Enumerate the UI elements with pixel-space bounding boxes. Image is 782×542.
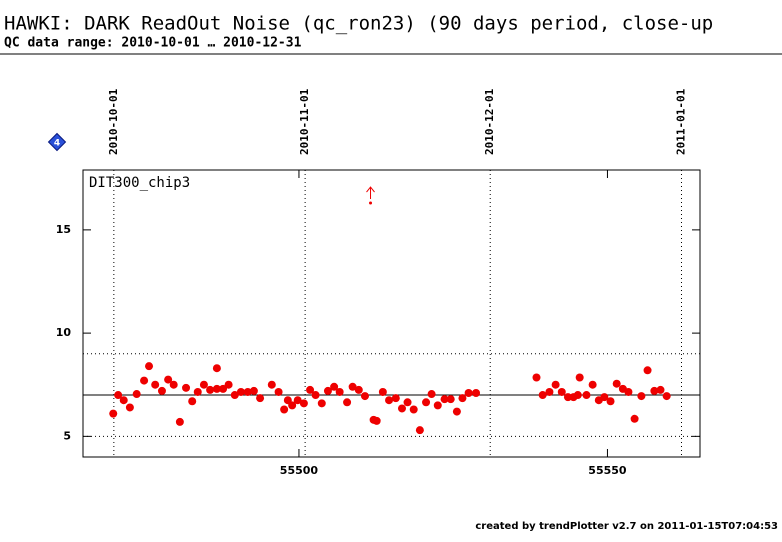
footer: created by trendPlotter v2.7 on 2011-01-… <box>475 521 778 532</box>
point <box>369 201 373 205</box>
point <box>267 380 276 389</box>
point <box>575 373 584 382</box>
point <box>256 394 265 403</box>
point <box>415 426 424 435</box>
point <box>360 392 369 401</box>
point <box>372 416 381 425</box>
point <box>249 386 258 395</box>
x-tick-label: 55500 <box>280 464 319 477</box>
point <box>140 376 149 385</box>
y-tick-label: 5 <box>63 429 71 442</box>
point <box>433 401 442 410</box>
point <box>330 382 339 391</box>
date-label: 2010-11-01 <box>298 88 311 155</box>
point <box>391 394 400 403</box>
point <box>446 395 455 404</box>
point <box>212 364 221 373</box>
point <box>532 373 541 382</box>
point <box>403 398 412 407</box>
plot-frame <box>82 169 701 458</box>
point <box>630 414 639 423</box>
point <box>114 391 123 400</box>
panel-label: DIT300_chip3 <box>89 175 190 191</box>
point <box>306 385 315 394</box>
point <box>348 382 357 391</box>
point <box>299 399 308 408</box>
point <box>458 394 467 403</box>
point <box>193 387 202 396</box>
point <box>206 385 215 394</box>
point <box>182 383 191 392</box>
chart-title: HAWKI: DARK ReadOut Noise (qc_ron23) (90… <box>4 13 713 35</box>
point <box>293 396 302 405</box>
badge: 4 <box>47 132 67 152</box>
point <box>422 398 431 407</box>
y-tick-label: 10 <box>56 326 72 339</box>
point <box>612 379 621 388</box>
point <box>199 380 208 389</box>
point <box>317 399 326 408</box>
point <box>280 405 289 414</box>
point <box>109 409 118 418</box>
point <box>588 380 597 389</box>
point <box>132 390 141 399</box>
chart-subtitle: QC data range: 2010-10-01 … 2010-12-31 <box>4 36 302 51</box>
point <box>600 393 609 402</box>
point <box>538 391 547 400</box>
point <box>230 391 239 400</box>
point <box>343 398 352 407</box>
point <box>409 405 418 414</box>
point <box>236 387 245 396</box>
y-tick-label: 15 <box>56 223 71 236</box>
point <box>385 396 394 405</box>
x-tick-label: 55550 <box>588 464 627 477</box>
point <box>637 392 646 401</box>
point <box>169 380 178 389</box>
point <box>125 403 134 412</box>
point <box>311 391 320 400</box>
date-label: 2010-12-01 <box>483 88 496 155</box>
point <box>606 397 615 406</box>
point <box>335 387 344 396</box>
date-label: 2011-01-01 <box>674 88 687 155</box>
point <box>440 395 449 404</box>
point <box>573 391 582 400</box>
point <box>212 384 221 393</box>
point <box>274 387 283 396</box>
point <box>188 397 197 406</box>
point <box>464 388 473 397</box>
point <box>452 407 461 416</box>
outlier-arrow <box>366 186 375 200</box>
point <box>427 390 436 399</box>
point <box>397 404 406 413</box>
point <box>175 417 184 426</box>
point <box>164 375 173 384</box>
point <box>157 386 166 395</box>
point <box>557 387 566 396</box>
date-label: 2010-10-01 <box>107 88 120 155</box>
badge-label: 4 <box>54 139 60 149</box>
point <box>151 380 160 389</box>
point <box>551 380 560 389</box>
point <box>219 384 228 393</box>
point <box>545 387 554 396</box>
point <box>243 387 252 396</box>
point <box>472 388 481 397</box>
point <box>582 391 591 400</box>
point <box>643 366 652 375</box>
point <box>145 362 154 371</box>
point <box>288 401 297 410</box>
point <box>563 393 572 402</box>
point <box>662 392 671 401</box>
point <box>354 385 363 394</box>
point <box>323 386 332 395</box>
point <box>224 380 233 389</box>
point <box>119 396 128 405</box>
point <box>650 386 659 395</box>
point <box>624 387 633 396</box>
badge-diamond <box>47 132 67 152</box>
point <box>378 387 387 396</box>
point <box>656 385 665 394</box>
